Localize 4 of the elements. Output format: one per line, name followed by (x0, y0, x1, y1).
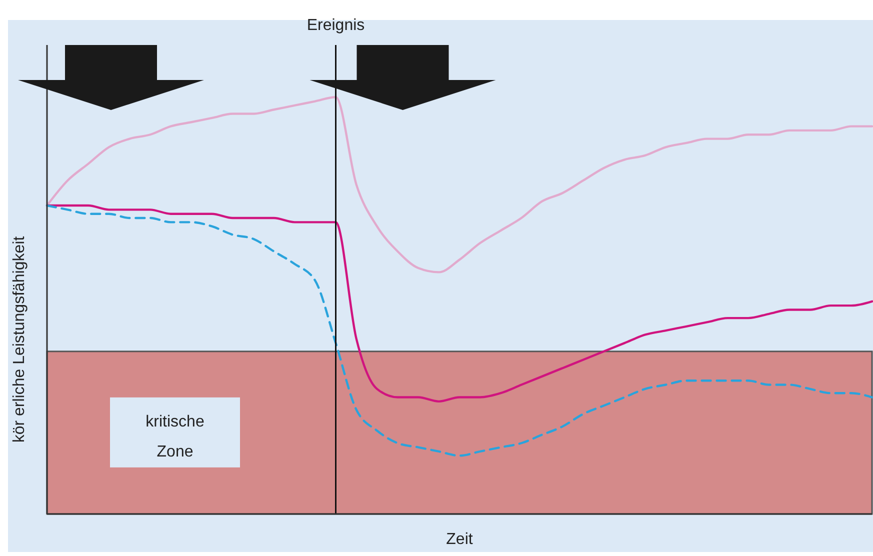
x-axis-title: Zeit (446, 531, 474, 548)
band-label: kritische Zone (146, 413, 204, 460)
y-axis-title: kör erliche Leistungsfähigkeit (11, 236, 28, 443)
text: Ereignis (306, 17, 365, 34)
